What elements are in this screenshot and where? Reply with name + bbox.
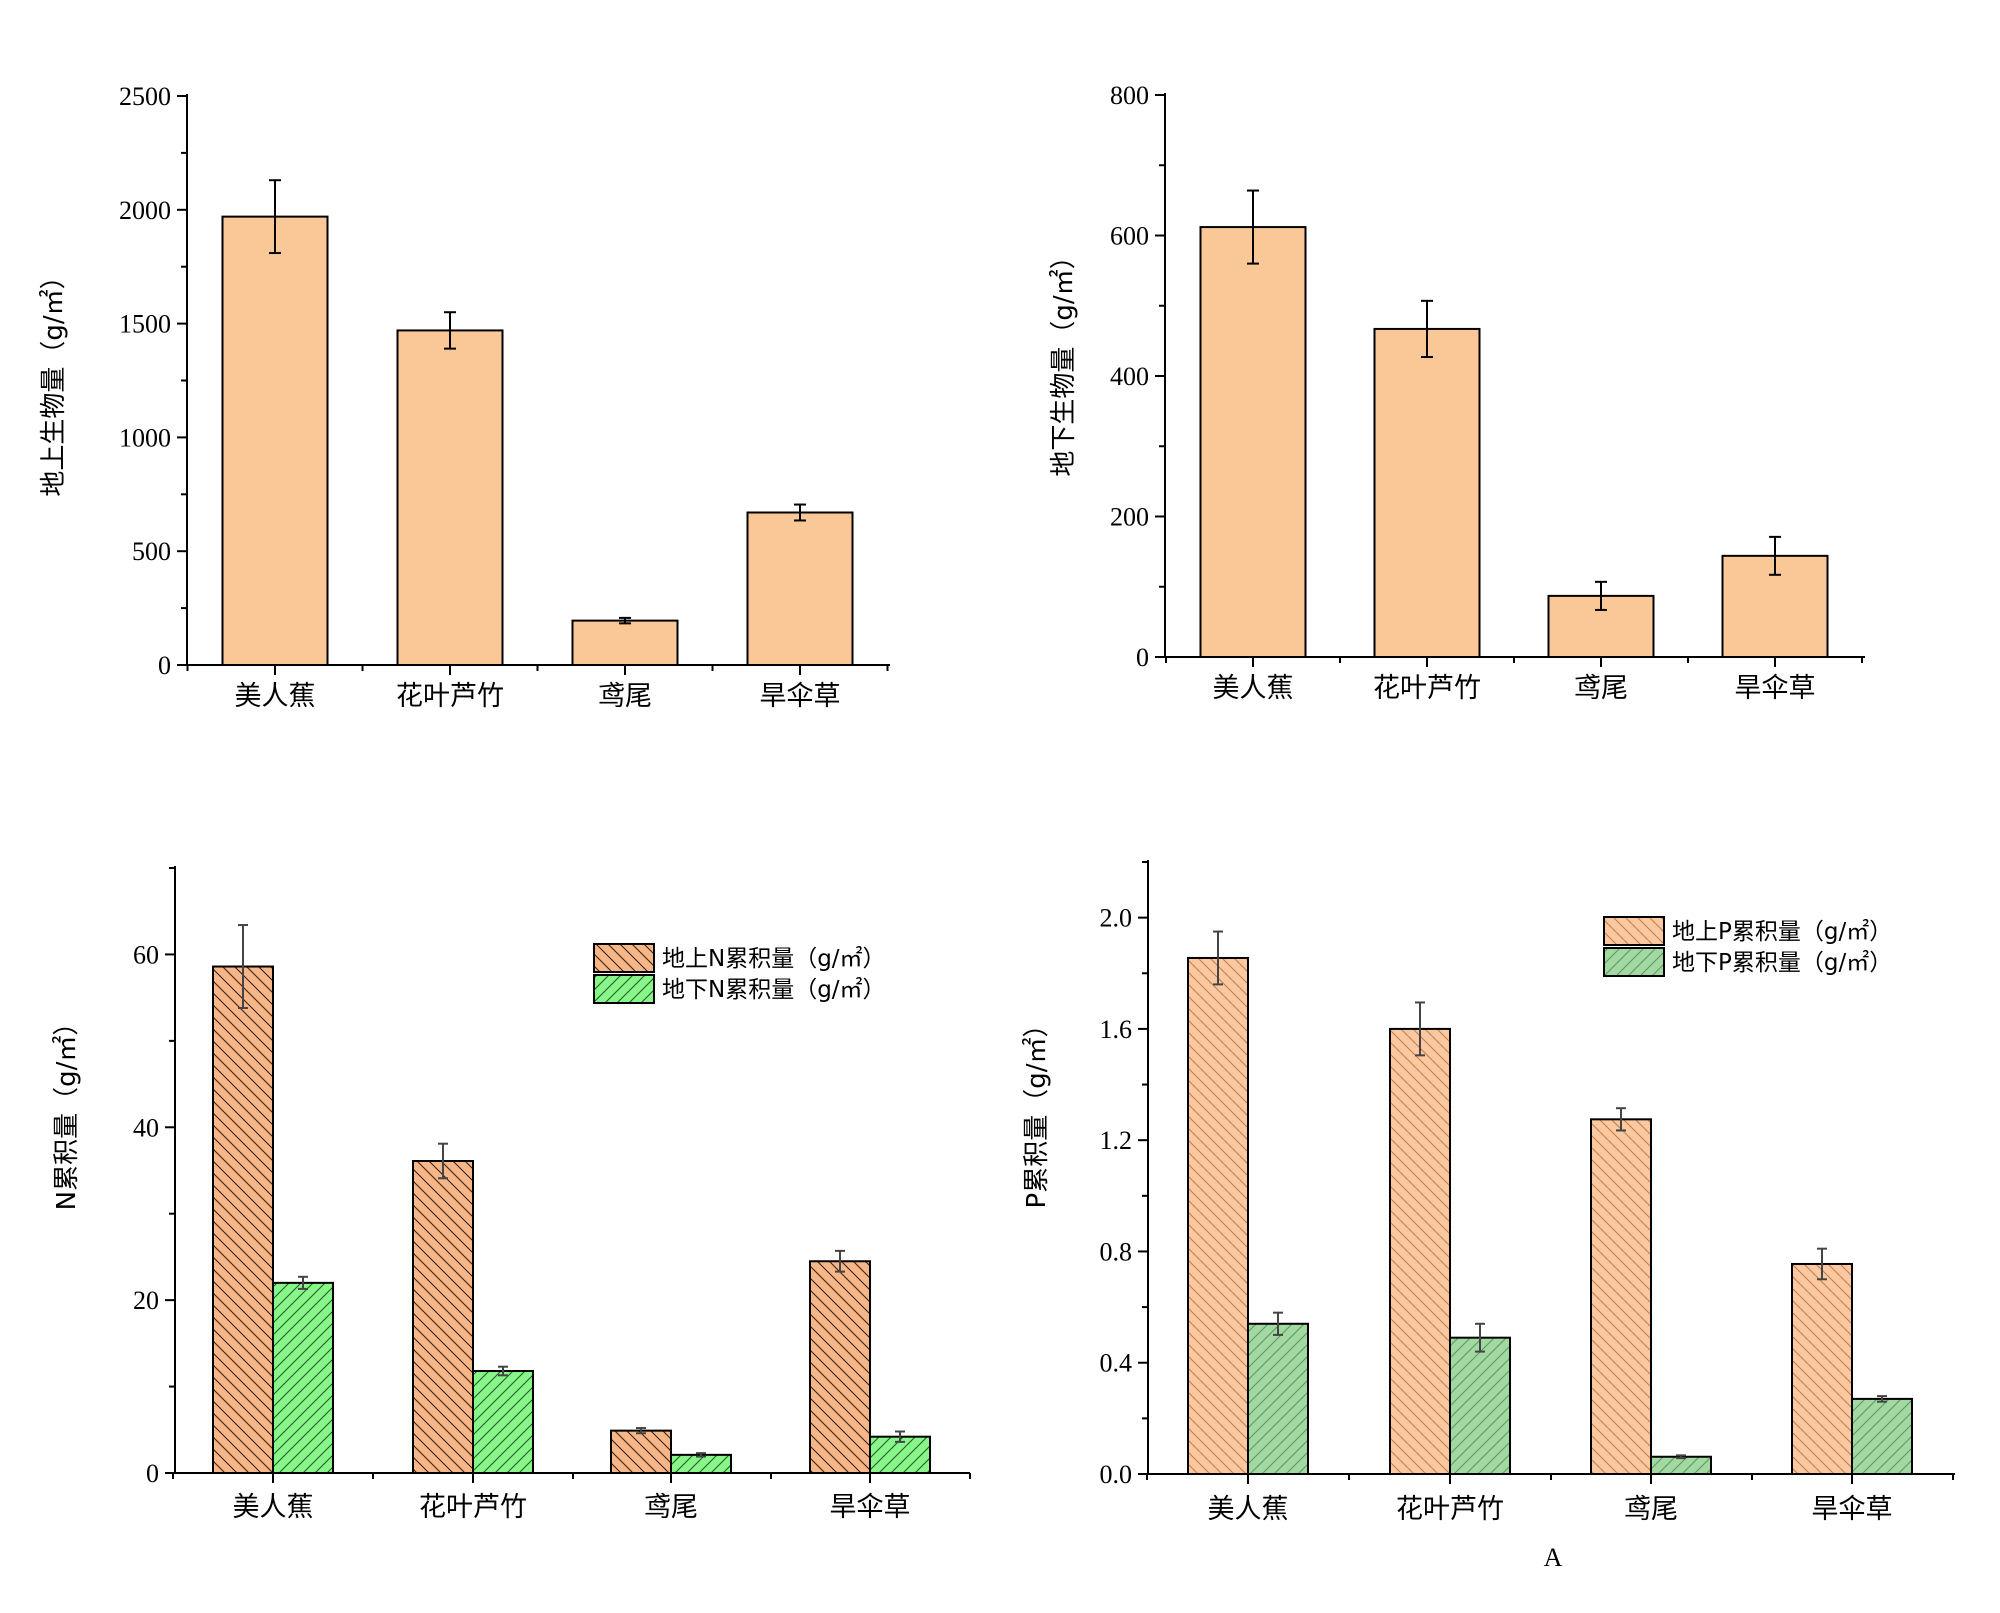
bar-below bbox=[1449, 1336, 1511, 1476]
y-tick-label: 600 bbox=[1110, 222, 1149, 251]
error-bar bbox=[1475, 1322, 1485, 1353]
error-bar bbox=[1676, 1454, 1686, 1460]
y-tick-label: 1.6 bbox=[1100, 1015, 1133, 1044]
category-label: 鸢尾 bbox=[598, 681, 652, 712]
bar-value bbox=[221, 215, 329, 667]
error-bar bbox=[238, 924, 248, 1010]
category-label: 美人蕉 bbox=[235, 681, 316, 712]
y-axis-label: N累积量（g/㎡） bbox=[52, 1010, 82, 1211]
y-tick-label: 20 bbox=[133, 1286, 159, 1315]
error-bar bbox=[298, 1275, 308, 1290]
y-tick-label: 0 bbox=[158, 651, 171, 680]
y-tick-label: 2500 bbox=[119, 82, 171, 111]
category-label: 鸢尾 bbox=[1574, 673, 1628, 704]
category-label: 美人蕉 bbox=[1208, 1494, 1289, 1525]
y-axis-label: 地上生物量（g/㎡） bbox=[39, 263, 69, 496]
category-label: 旱伞草 bbox=[760, 681, 841, 712]
y-axis-label: 地下生物量（g/㎡） bbox=[1049, 243, 1079, 476]
error-bar bbox=[1421, 299, 1433, 359]
bar-above bbox=[610, 1429, 672, 1475]
y-tick-label: 0.4 bbox=[1100, 1349, 1133, 1378]
legend-label: 地下N累积量（g/㎡） bbox=[662, 977, 886, 1003]
error-bar bbox=[794, 503, 806, 522]
error-bar bbox=[1213, 930, 1223, 986]
bar-below bbox=[472, 1370, 534, 1474]
bar-below bbox=[1650, 1455, 1712, 1475]
error-bar bbox=[444, 311, 456, 350]
category-label: 旱伞草 bbox=[1735, 673, 1816, 704]
category-label: 花叶芦竹 bbox=[419, 1492, 527, 1523]
category-label: 美人蕉 bbox=[233, 1492, 314, 1523]
legend-label: 地下P累积量（g/㎡） bbox=[1672, 950, 1892, 976]
y-tick-label: 0.8 bbox=[1100, 1237, 1133, 1266]
error-bar bbox=[1595, 580, 1607, 611]
error-bar bbox=[835, 1249, 845, 1273]
y-tick-label: 2.0 bbox=[1100, 904, 1133, 933]
bar-above bbox=[1187, 956, 1249, 1475]
bar-above bbox=[1791, 1262, 1853, 1476]
error-bar bbox=[269, 179, 281, 255]
y-tick-label: 200 bbox=[1110, 503, 1149, 532]
error-bar bbox=[1817, 1247, 1827, 1281]
category-label: 旱伞草 bbox=[1812, 1494, 1893, 1525]
bar-value bbox=[571, 619, 679, 666]
error-bar bbox=[895, 1430, 905, 1443]
bar-above bbox=[1590, 1118, 1652, 1476]
category-label: 花叶芦竹 bbox=[396, 681, 504, 712]
error-bar bbox=[636, 1427, 646, 1435]
y-tick-label: 0 bbox=[1136, 643, 1149, 672]
y-tick-label: 0 bbox=[146, 1459, 159, 1488]
error-bar bbox=[1877, 1395, 1887, 1403]
y-tick-label: 2000 bbox=[119, 196, 171, 225]
error-bar bbox=[438, 1142, 448, 1180]
error-bar bbox=[1769, 535, 1781, 576]
y-tick-label: 40 bbox=[133, 1113, 159, 1142]
error-bar bbox=[1273, 1311, 1283, 1336]
legend-swatch bbox=[1603, 916, 1665, 946]
y-axis-label: P累积量（g/㎡） bbox=[1022, 1012, 1052, 1209]
bar-value bbox=[746, 511, 854, 666]
bar-value bbox=[1373, 327, 1481, 658]
category-label: 鸢尾 bbox=[644, 1492, 698, 1523]
category-label: 旱伞草 bbox=[830, 1492, 911, 1523]
bar-above bbox=[212, 965, 274, 1474]
y-tick-label: 800 bbox=[1110, 81, 1149, 110]
y-tick-label: 500 bbox=[132, 537, 171, 566]
y-tick-label: 400 bbox=[1110, 362, 1149, 391]
error-bar bbox=[1247, 189, 1259, 265]
category-label: 花叶芦竹 bbox=[1373, 673, 1481, 704]
category-label: 美人蕉 bbox=[1213, 673, 1294, 704]
error-bar bbox=[696, 1452, 706, 1458]
legend-swatch bbox=[593, 943, 655, 973]
error-bar bbox=[619, 616, 631, 625]
bar-above bbox=[1389, 1027, 1451, 1475]
error-bar bbox=[1616, 1107, 1626, 1132]
bar-value bbox=[396, 329, 504, 666]
legend-swatch bbox=[593, 974, 655, 1004]
y-tick-label: 1.2 bbox=[1100, 1126, 1133, 1155]
bar-above bbox=[412, 1159, 474, 1474]
category-label: 花叶芦竹 bbox=[1396, 1494, 1504, 1525]
category-label: 鸢尾 bbox=[1624, 1494, 1678, 1525]
y-tick-label: 60 bbox=[133, 940, 159, 969]
y-tick-label: 0.0 bbox=[1100, 1460, 1133, 1489]
error-bar bbox=[498, 1365, 508, 1377]
y-tick-label: 1500 bbox=[119, 310, 171, 339]
bar-below bbox=[272, 1281, 334, 1475]
legend-swatch bbox=[1603, 947, 1665, 977]
bar-below bbox=[1851, 1397, 1913, 1475]
error-bar bbox=[1415, 1001, 1425, 1057]
legend-label: 地上P累积量（g/㎡） bbox=[1672, 919, 1892, 945]
x-axis-label: A bbox=[1544, 1543, 1563, 1572]
y-tick-label: 1000 bbox=[119, 423, 171, 452]
bar-below bbox=[1247, 1322, 1309, 1476]
legend-label: 地上N累积量（g/㎡） bbox=[662, 946, 886, 972]
